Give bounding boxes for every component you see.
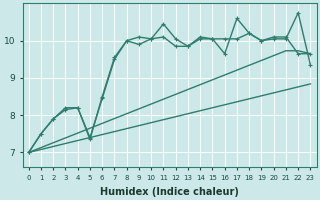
X-axis label: Humidex (Indice chaleur): Humidex (Indice chaleur) — [100, 187, 239, 197]
